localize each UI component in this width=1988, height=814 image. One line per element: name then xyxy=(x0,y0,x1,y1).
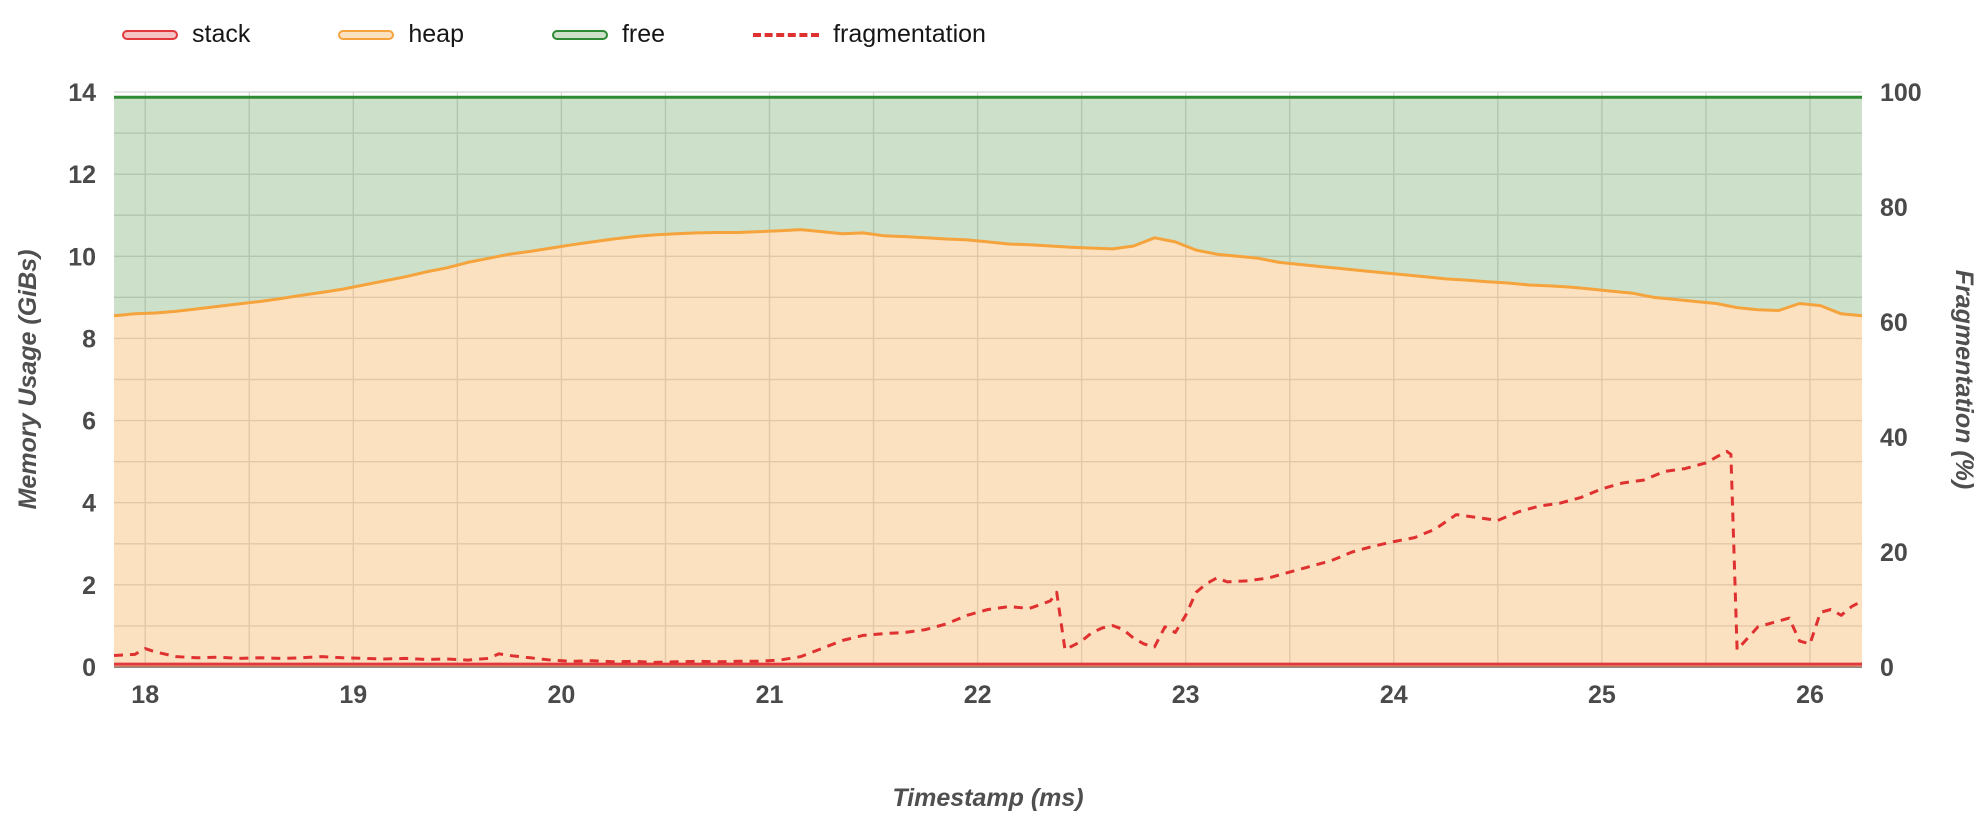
svg-text:4: 4 xyxy=(82,490,96,518)
svg-text:Memory Usage (GiBs): Memory Usage (GiBs) xyxy=(14,250,42,510)
chart-legend: stack heap free fragmentation xyxy=(122,22,986,47)
svg-text:6: 6 xyxy=(82,408,96,436)
legend-label-free: free xyxy=(621,20,666,48)
svg-text:24: 24 xyxy=(1380,681,1408,709)
fragmentation-series-swatch xyxy=(753,32,820,37)
svg-text:60: 60 xyxy=(1880,309,1908,337)
legend-label-stack: stack xyxy=(192,20,251,48)
svg-text:14: 14 xyxy=(68,79,96,107)
svg-text:80: 80 xyxy=(1880,194,1908,222)
svg-text:20: 20 xyxy=(1880,539,1908,567)
svg-text:100: 100 xyxy=(1880,79,1922,107)
svg-text:26: 26 xyxy=(1796,681,1824,709)
svg-text:Timestamp (ms): Timestamp (ms) xyxy=(892,784,1083,812)
legend-label-fragmentation: fragmentation xyxy=(833,20,986,48)
svg-text:8: 8 xyxy=(82,325,96,353)
heap-series-swatch xyxy=(338,29,395,40)
svg-text:25: 25 xyxy=(1588,681,1616,709)
svg-text:23: 23 xyxy=(1172,681,1200,709)
svg-text:22: 22 xyxy=(964,681,992,709)
svg-text:20: 20 xyxy=(547,681,575,709)
svg-text:0: 0 xyxy=(82,654,96,682)
legend-item-heap: heap xyxy=(338,22,464,47)
legend-item-stack: stack xyxy=(122,22,250,47)
legend-item-fragmentation: fragmentation xyxy=(753,22,986,47)
svg-text:Fragmentation (%): Fragmentation (%) xyxy=(1950,270,1978,489)
legend-item-free: free xyxy=(551,20,666,48)
svg-text:2: 2 xyxy=(82,572,96,600)
svg-text:18: 18 xyxy=(131,681,159,709)
legend-label-heap: heap xyxy=(408,20,464,48)
free-series-swatch xyxy=(551,29,608,40)
stack-series-swatch xyxy=(122,29,178,40)
svg-text:0: 0 xyxy=(1880,654,1894,682)
svg-text:12: 12 xyxy=(68,161,96,189)
svg-text:21: 21 xyxy=(756,681,784,709)
svg-text:19: 19 xyxy=(339,681,367,709)
svg-text:10: 10 xyxy=(68,243,96,271)
svg-text:40: 40 xyxy=(1880,424,1908,452)
